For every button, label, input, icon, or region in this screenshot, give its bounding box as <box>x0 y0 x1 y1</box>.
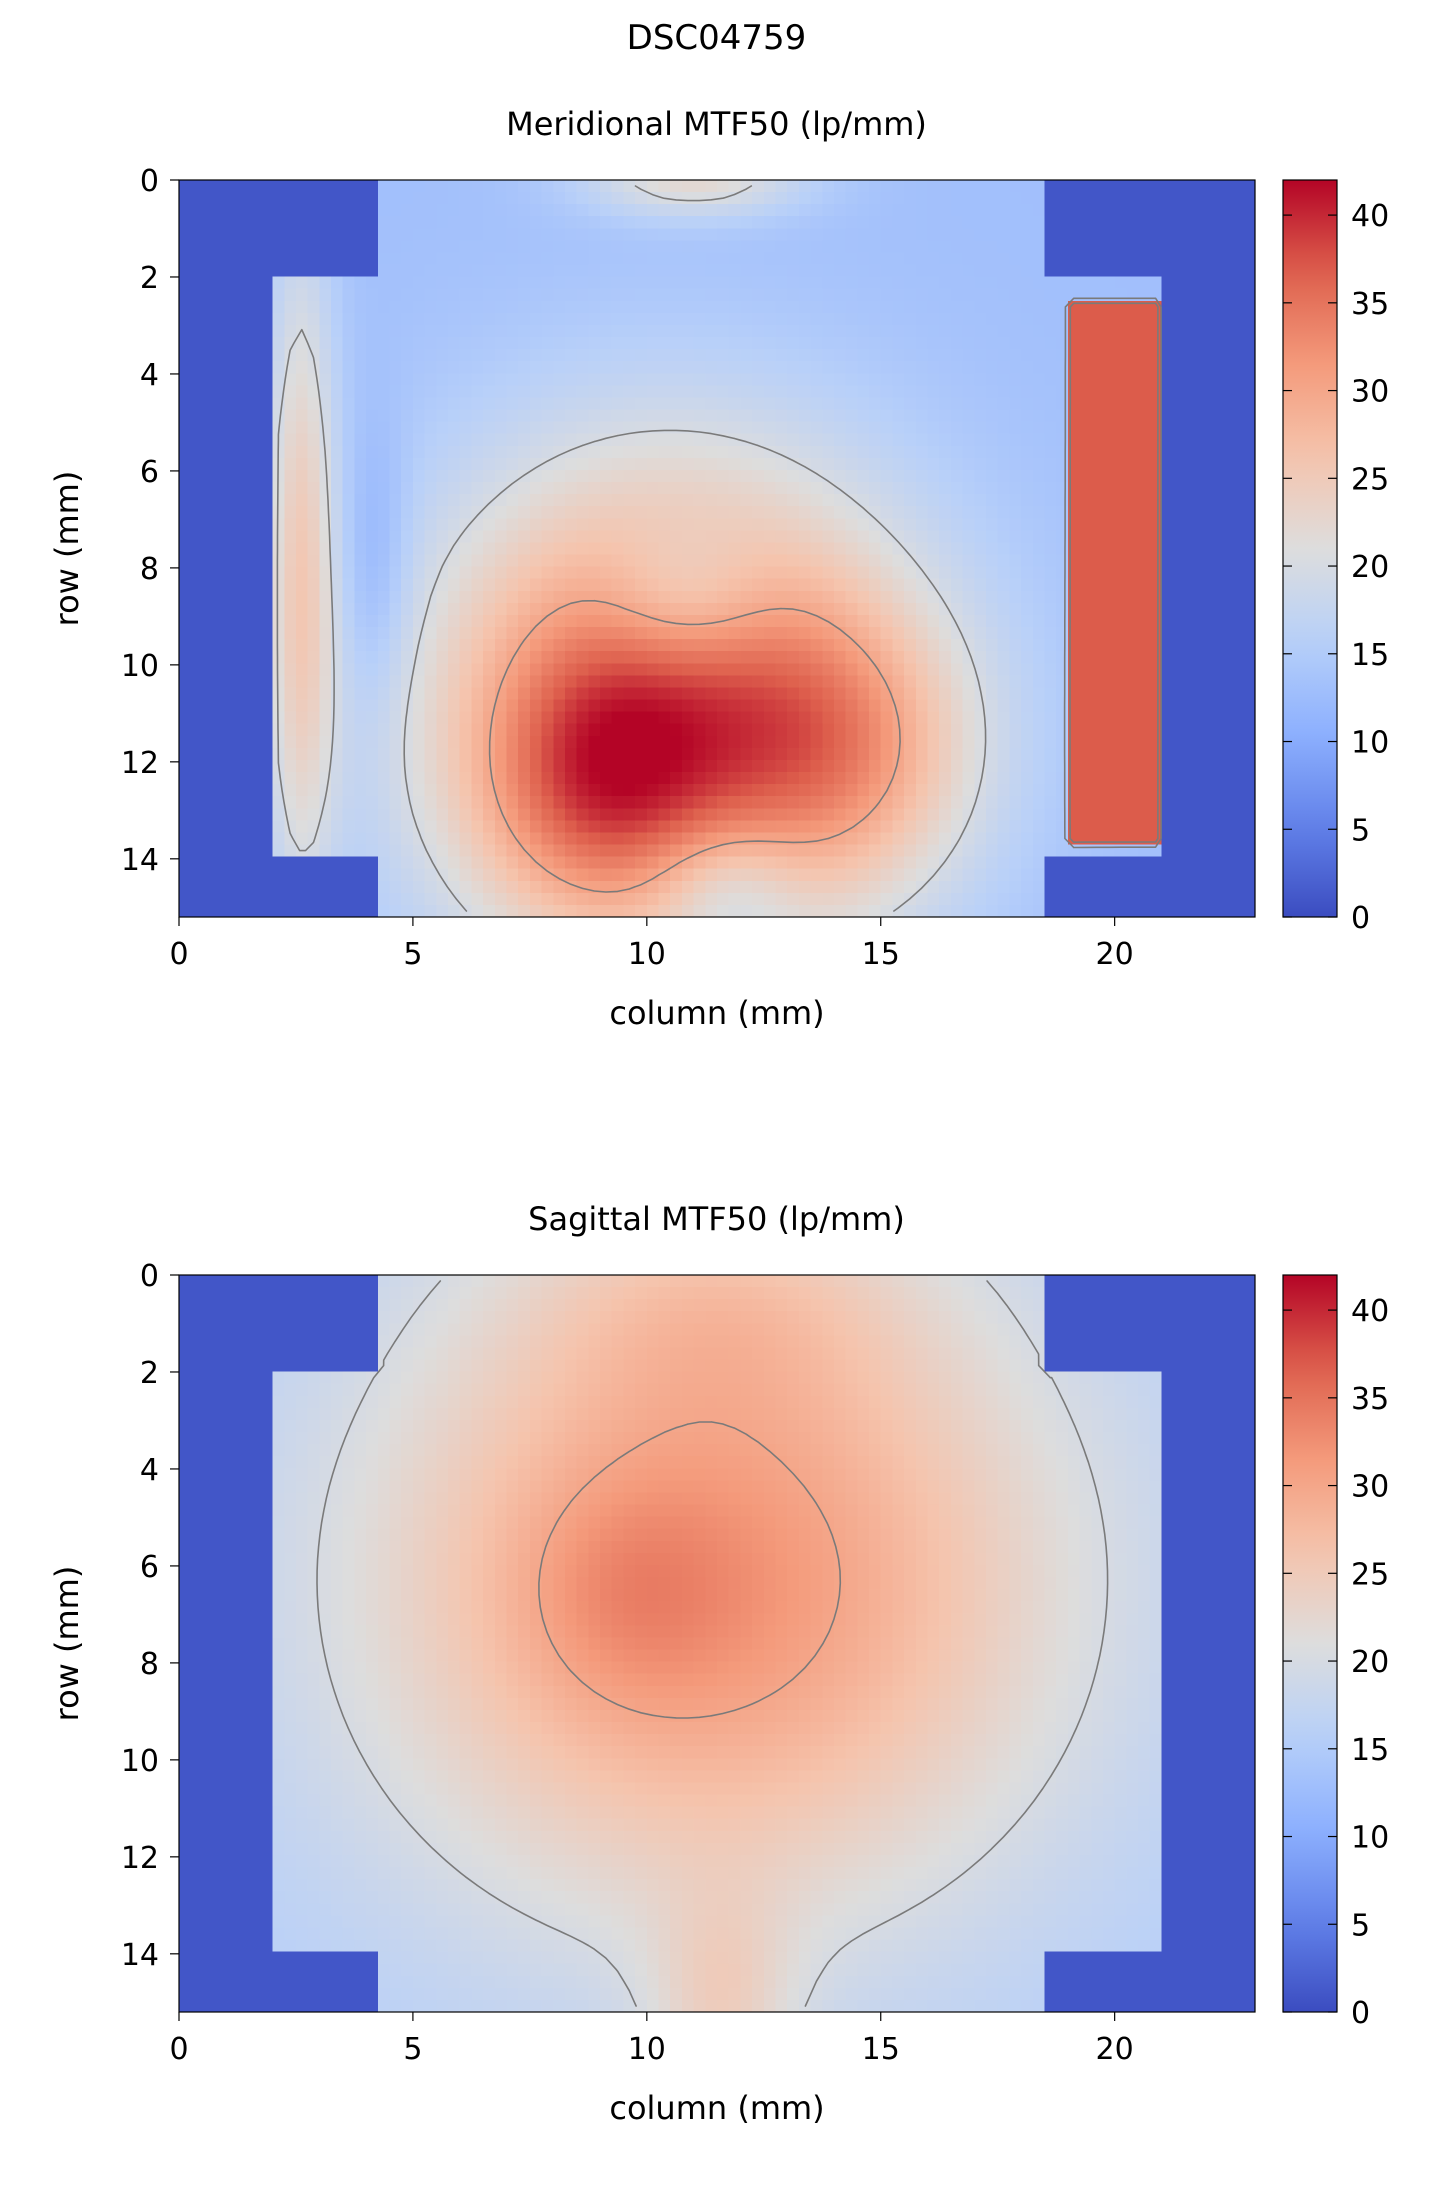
y-tick-label: 14 <box>121 843 159 878</box>
colorbar-tick-label: 5 <box>1351 1908 1370 1943</box>
colorbar-tick-label: 0 <box>1351 901 1370 936</box>
y-tick-label: 0 <box>140 164 159 199</box>
x-axis-label: column (mm) <box>609 2089 824 2127</box>
meridional-mtf50-chart: 0 5 10 15 20 0 2 4 6 8 10 12 14 column (mm) row (mm) 0 5… <box>48 164 1389 1032</box>
colorbar <box>1282 179 1338 918</box>
contour-line-20 <box>316 1280 1109 2007</box>
contour-line-20 <box>276 185 1162 912</box>
x-axis-label: column (mm) <box>609 994 824 1032</box>
y-tick-label: 12 <box>121 746 159 781</box>
y-axis-label: row (mm) <box>48 1566 86 1722</box>
x-tick-label: 20 <box>1096 2032 1134 2067</box>
colorbar-tick-label: 40 <box>1351 199 1389 234</box>
x-tick-label: 20 <box>1096 937 1134 972</box>
heatmap-image <box>179 1275 1255 2012</box>
x-tick-label: 0 <box>169 937 188 972</box>
colorbar <box>1282 1274 1338 2013</box>
x-tick-label: 10 <box>628 2032 666 2067</box>
x-tick-label: 5 <box>403 2032 422 2067</box>
heatmap-image <box>179 180 1255 917</box>
y-tick-label: 10 <box>121 649 159 684</box>
contour-line-30 <box>488 302 1159 893</box>
contour-line-30 <box>538 1421 842 1719</box>
y-tick-label: 10 <box>121 1744 159 1779</box>
y-tick-label: 6 <box>140 1550 159 1585</box>
colorbar-tick-label: 30 <box>1351 1470 1389 1505</box>
colorbar-tick-label: 25 <box>1351 1557 1389 1592</box>
colorbar-tick-label: 20 <box>1351 1645 1389 1680</box>
y-tick-label: 8 <box>140 1647 159 1682</box>
y-tick-label: 12 <box>121 1841 159 1876</box>
plot-frame <box>178 179 1256 918</box>
sagittal-title: Sagittal MTF50 (lp/mm) <box>528 1200 905 1238</box>
plot-frame <box>178 1274 1256 2013</box>
colorbar-tick-label: 0 <box>1351 1996 1370 2031</box>
y-tick-label: 4 <box>140 358 159 393</box>
colorbar-tick-label: 5 <box>1351 813 1370 848</box>
x-tick-label: 15 <box>862 2032 900 2067</box>
colorbar-tick-label: 30 <box>1351 375 1389 410</box>
y-tick-label: 0 <box>140 1259 159 1294</box>
y-tick-label: 6 <box>140 455 159 490</box>
sagittal-mtf50-chart: 0 5 10 15 20 0 2 4 6 8 10 12 14 column (mm) row (mm) 0 5… <box>48 1259 1389 2127</box>
colorbar-tick-label: 10 <box>1351 1821 1389 1856</box>
x-tick-label: 0 <box>169 2032 188 2067</box>
y-tick-label: 2 <box>140 261 159 296</box>
colorbar-tick-label: 35 <box>1351 1382 1389 1417</box>
colorbar-tick-label: 15 <box>1351 638 1389 673</box>
y-axis-label: row (mm) <box>48 471 86 627</box>
x-tick-label: 10 <box>628 937 666 972</box>
y-tick-label: 2 <box>140 1356 159 1391</box>
x-tick-label: 5 <box>403 937 422 972</box>
colorbar-tick-label: 35 <box>1351 287 1389 322</box>
figure-suptitle: DSC04759 <box>626 18 807 58</box>
x-tick-label: 15 <box>862 937 900 972</box>
colorbar-tick-label: 15 <box>1351 1733 1389 1768</box>
y-tick-label: 8 <box>140 552 159 587</box>
meridional-title: Meridional MTF50 (lp/mm) <box>506 105 927 143</box>
colorbar-tick-label: 10 <box>1351 726 1389 761</box>
y-tick-label: 4 <box>140 1453 159 1488</box>
y-tick-label: 14 <box>121 1938 159 1973</box>
colorbar-tick-label: 20 <box>1351 550 1389 585</box>
colorbar-tick-label: 25 <box>1351 462 1389 497</box>
colorbar-tick-label: 40 <box>1351 1294 1389 1329</box>
